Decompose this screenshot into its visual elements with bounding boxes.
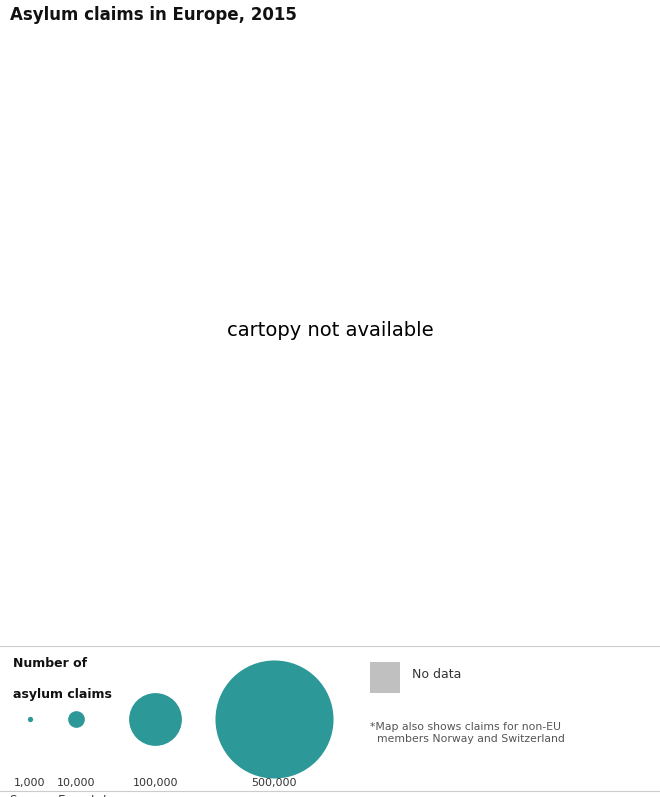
Text: BBC: BBC: [588, 773, 620, 787]
Text: cartopy not available: cartopy not available: [226, 321, 434, 340]
Text: Source: Eurostat: Source: Eurostat: [10, 794, 108, 797]
Text: *Map also shows claims for non-EU
  members Norway and Switzerland: *Map also shows claims for non-EU member…: [370, 722, 564, 744]
FancyBboxPatch shape: [370, 662, 400, 693]
Text: 100,000: 100,000: [133, 778, 178, 787]
Text: asylum claims: asylum claims: [13, 689, 112, 701]
Text: 10,000: 10,000: [57, 778, 95, 787]
Text: Number of: Number of: [13, 657, 87, 670]
Text: No data: No data: [412, 668, 462, 681]
Text: 500,000: 500,000: [251, 778, 296, 787]
Text: 1,000: 1,000: [14, 778, 46, 787]
Text: Asylum claims in Europe, 2015: Asylum claims in Europe, 2015: [10, 6, 297, 24]
